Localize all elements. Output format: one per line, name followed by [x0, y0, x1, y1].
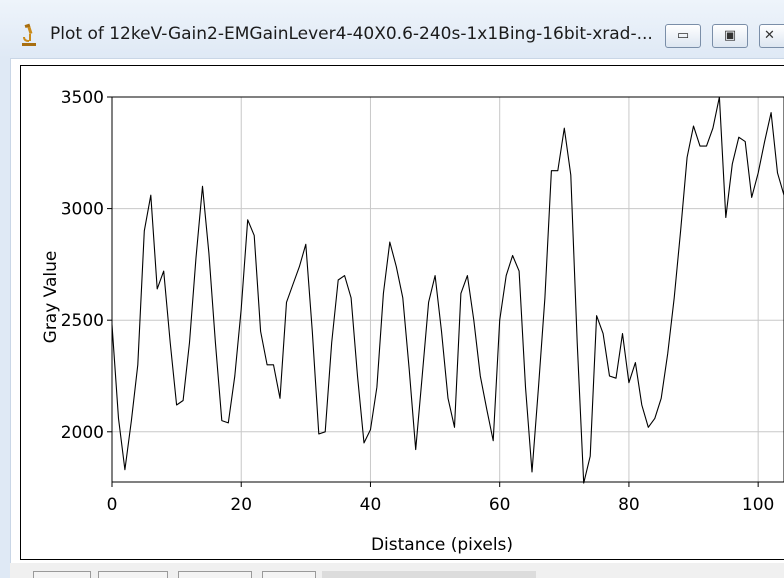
x-tick-label: 80 — [618, 495, 640, 515]
x-tick-label: 0 — [107, 495, 118, 515]
x-tick-label: 100 — [742, 495, 774, 515]
y-tick-label: 2000 — [61, 423, 104, 443]
list-button[interactable] — [33, 571, 91, 578]
title-bar[interactable]: Plot of 12keV-Gain2-EMGainLever4-40X0.6-… — [0, 0, 784, 59]
live-button[interactable] — [262, 571, 316, 578]
x-tick-label: 20 — [230, 495, 252, 515]
window-left-border — [0, 58, 11, 578]
save-button[interactable] — [98, 571, 168, 578]
maximize-button[interactable]: ▣ — [712, 24, 748, 48]
x-axis-label: Distance (pixels) — [371, 535, 513, 555]
series-line — [111, 96, 784, 484]
axis-ticks: 0 20 40 60 80 100 2000 2500 3000 3500 — [61, 88, 775, 515]
close-button[interactable]: ✕ — [759, 24, 784, 48]
grid-lines — [111, 96, 784, 482]
minimize-button[interactable]: ▭ — [665, 24, 701, 48]
y-tick-label: 3500 — [61, 88, 104, 108]
x-tick-label: 60 — [489, 495, 511, 515]
coordinate-status — [322, 571, 536, 578]
y-axis-label: Gray Value — [41, 251, 61, 344]
microscope-icon — [22, 23, 36, 46]
y-tick-label: 3000 — [61, 200, 104, 220]
plot-panel — [20, 65, 784, 560]
y-tick-label: 2500 — [61, 311, 104, 331]
copy-button[interactable] — [178, 571, 252, 578]
axes-frame — [111, 96, 784, 483]
x-tick-label: 40 — [360, 495, 382, 515]
window-title: Plot of 12keV-Gain2-EMGainLever4-40X0.6-… — [50, 24, 653, 44]
